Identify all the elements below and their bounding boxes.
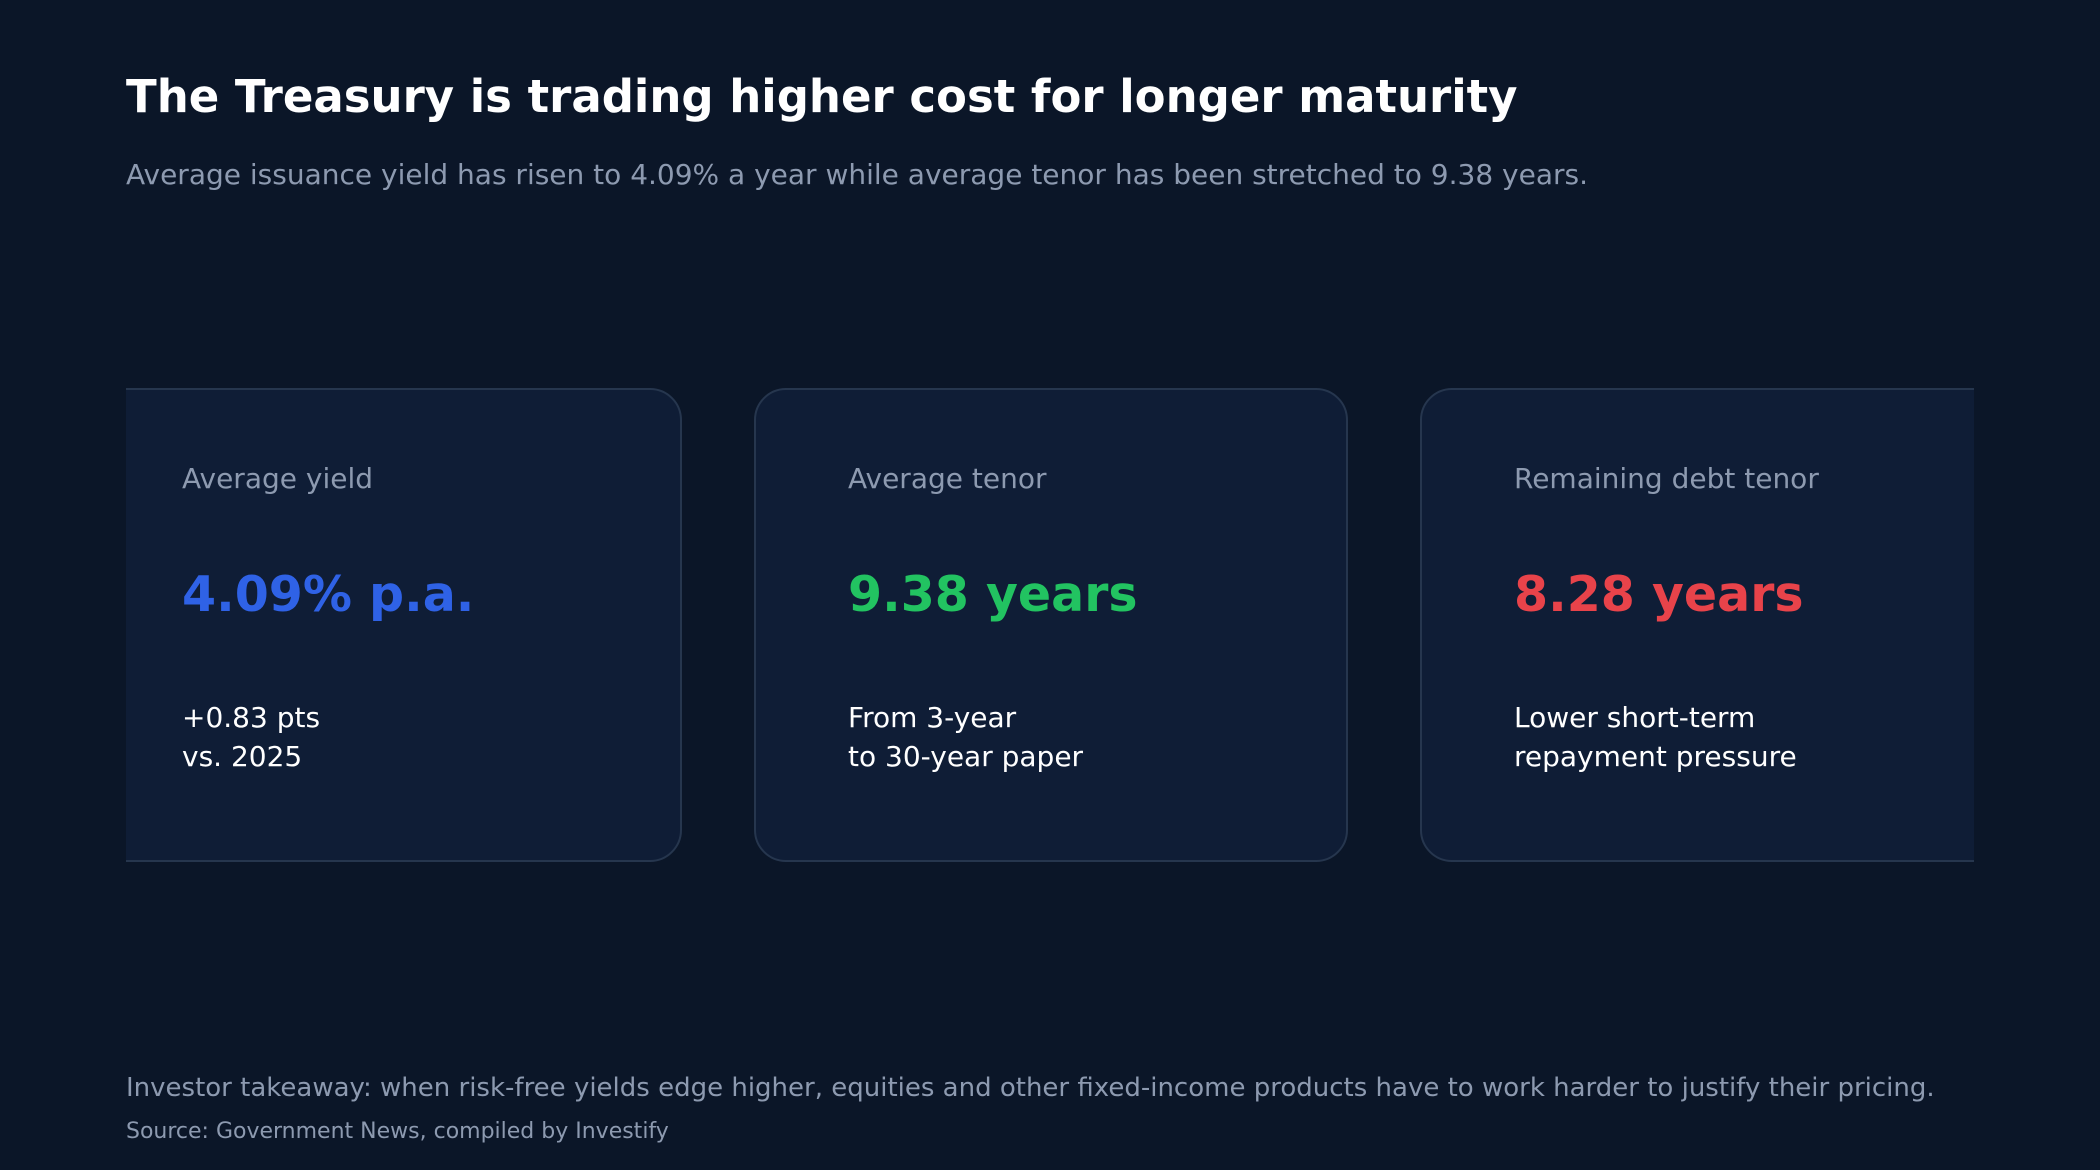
card-value: 8.28 years <box>1514 566 1804 623</box>
takeaway: Investor takeaway: when risk-free yields… <box>126 1073 1935 1103</box>
kpi-card: Average tenor 9.38 years From 3-year to 30-… <box>754 388 1348 862</box>
note-line: repayment pressure <box>1514 740 1797 773</box>
card-label: Average tenor <box>848 462 1047 495</box>
title: The Treasury is trading higher cost for … <box>126 70 1518 123</box>
card-label: Average yield <box>182 462 374 495</box>
card-note: +0.83 pts vs. 2025 <box>182 698 320 776</box>
card-strip: Average yield 4.09% p.a. +0.83 pts vs. 2025… <box>126 388 1974 862</box>
kpi-card: Average yield 4.09% p.a. +0.83 pts vs. 2025 <box>126 388 682 862</box>
note-line: to 30-year paper <box>848 740 1084 773</box>
note-line: vs. 2025 <box>182 740 303 773</box>
note-line: Lower short-term <box>1514 701 1756 734</box>
source: Source: Government News, compiled by Inv… <box>126 1119 669 1144</box>
card-note: From 3-year to 30-year paper <box>848 698 1083 776</box>
card-label: Remaining debt tenor <box>1514 462 1819 495</box>
note-line: +0.83 pts <box>182 701 321 734</box>
card-note: Lower short-term repayment pressure <box>1514 698 1797 776</box>
kpi-card: Remaining debt tenor 8.28 years Lower shor… <box>1420 388 1974 862</box>
card-value: 4.09% p.a. <box>182 566 475 623</box>
subtitle: Average issuance yield has risen to 4.09… <box>126 158 1589 191</box>
card-value: 9.38 years <box>848 566 1138 623</box>
note-line: From 3-year <box>848 701 1017 734</box>
